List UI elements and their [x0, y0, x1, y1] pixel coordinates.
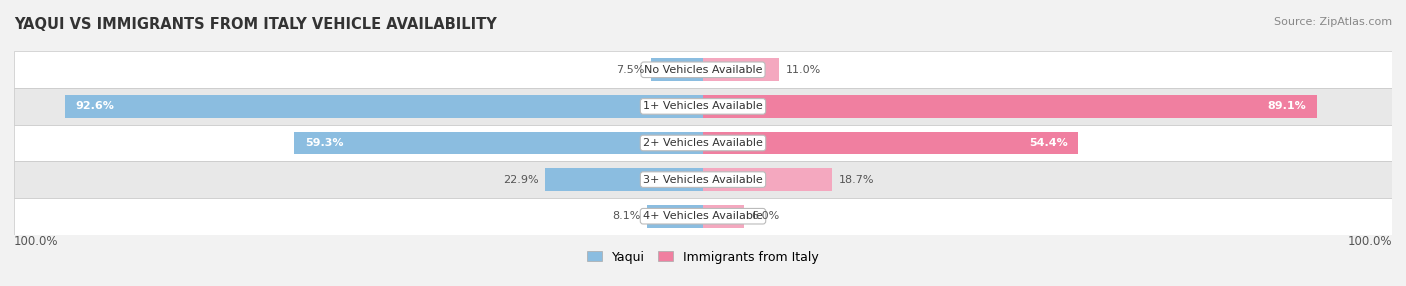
Text: 22.9%: 22.9%	[503, 175, 538, 184]
Text: 4+ Vehicles Available: 4+ Vehicles Available	[643, 211, 763, 221]
Bar	[294, 132, 703, 154]
Bar	[703, 95, 1317, 118]
Text: 100.0%: 100.0%	[14, 235, 59, 247]
Bar	[703, 168, 832, 191]
Bar	[14, 125, 1392, 161]
Bar	[14, 198, 1392, 235]
Text: 100.0%: 100.0%	[1347, 235, 1392, 247]
Bar	[65, 95, 703, 118]
Text: YAQUI VS IMMIGRANTS FROM ITALY VEHICLE AVAILABILITY: YAQUI VS IMMIGRANTS FROM ITALY VEHICLE A…	[14, 17, 496, 32]
Bar	[14, 51, 1392, 88]
Bar	[647, 205, 703, 228]
Text: 6.0%: 6.0%	[751, 211, 779, 221]
Text: 11.0%: 11.0%	[786, 65, 821, 75]
Bar	[14, 88, 1392, 125]
Text: 7.5%: 7.5%	[616, 65, 644, 75]
Legend: Yaqui, Immigrants from Italy: Yaqui, Immigrants from Italy	[582, 246, 824, 269]
Bar	[546, 168, 703, 191]
Bar	[703, 132, 1078, 154]
Bar	[14, 161, 1392, 198]
Text: Source: ZipAtlas.com: Source: ZipAtlas.com	[1274, 17, 1392, 27]
Text: No Vehicles Available: No Vehicles Available	[644, 65, 762, 75]
Text: 18.7%: 18.7%	[839, 175, 875, 184]
Text: 92.6%: 92.6%	[76, 102, 114, 111]
Text: 3+ Vehicles Available: 3+ Vehicles Available	[643, 175, 763, 184]
Text: 59.3%: 59.3%	[305, 138, 343, 148]
Text: 54.4%: 54.4%	[1029, 138, 1067, 148]
Bar	[703, 205, 744, 228]
Text: 8.1%: 8.1%	[612, 211, 640, 221]
Text: 89.1%: 89.1%	[1268, 102, 1306, 111]
Text: 1+ Vehicles Available: 1+ Vehicles Available	[643, 102, 763, 111]
Text: 2+ Vehicles Available: 2+ Vehicles Available	[643, 138, 763, 148]
Bar	[651, 58, 703, 81]
Bar	[703, 58, 779, 81]
